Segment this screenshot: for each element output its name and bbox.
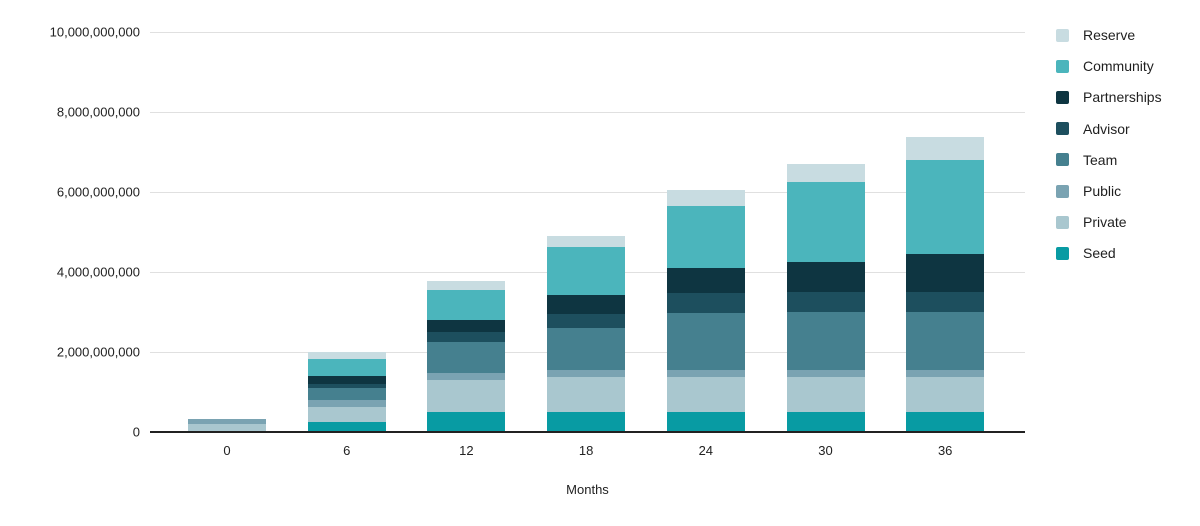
x-tick-label: 12 (459, 443, 474, 458)
gridline (150, 192, 1025, 193)
bar-segment-private[interactable] (666, 377, 745, 412)
legend-label: Community (1083, 58, 1154, 75)
legend-label: Public (1083, 183, 1122, 199)
legend-item-reserve[interactable]: Reserve (1056, 27, 1135, 43)
bar-segment-private[interactable] (906, 377, 985, 412)
legend-label: Team (1083, 151, 1118, 168)
bar-segment-advisor[interactable] (307, 384, 386, 388)
bar-segment-team[interactable] (547, 328, 626, 370)
bar-segment-public[interactable] (547, 370, 626, 377)
bar-segment-advisor[interactable] (666, 293, 745, 313)
bar-segment-seed[interactable] (786, 412, 865, 432)
bar-segment-partnerships[interactable] (906, 254, 985, 292)
bar-segment-reserve[interactable] (427, 281, 506, 290)
legend-item-advisor[interactable]: Advisor (1056, 121, 1130, 137)
legend-swatch-public (1056, 184, 1069, 198)
bar-segment-seed[interactable] (906, 412, 985, 432)
legend-item-team[interactable]: Team (1056, 152, 1117, 168)
bar-segment-team[interactable] (906, 312, 985, 370)
bar-segment-seed[interactable] (307, 422, 386, 432)
bar-segment-seed[interactable] (547, 412, 626, 432)
legend-swatch-partnerships (1056, 90, 1069, 104)
legend-item-public[interactable]: Public (1056, 183, 1121, 199)
bar-segment-public[interactable] (188, 419, 266, 424)
bar-segment-private[interactable] (786, 377, 865, 412)
x-tick-label: 18 (578, 443, 594, 458)
y-tick-label: 6,000,000,000 (56, 184, 140, 200)
gridline (150, 32, 1025, 33)
x-tick-label: 0 (223, 443, 231, 458)
bar-segment-community[interactable] (666, 206, 745, 268)
bar-segment-seed[interactable] (427, 412, 506, 432)
legend-item-private[interactable]: Private (1056, 214, 1127, 230)
bar-segment-private[interactable] (307, 407, 386, 422)
legend-swatch-reserve (1056, 28, 1069, 42)
y-tick-label: 2,000,000,000 (56, 344, 140, 360)
bar-segment-team[interactable] (307, 388, 386, 400)
bar-segment-partnerships[interactable] (427, 320, 506, 332)
legend-label: Seed (1083, 245, 1116, 262)
legend-item-partnerships[interactable]: Partnerships (1056, 89, 1162, 105)
gridline (150, 112, 1025, 113)
x-axis-baseline (150, 430, 1025, 433)
bar-segment-private[interactable] (547, 377, 626, 412)
bar-segment-advisor[interactable] (547, 314, 626, 328)
bar-segment-reserve[interactable] (547, 236, 626, 247)
x-axis-title: Months (566, 482, 609, 497)
y-tick-label: 4,000,000,000 (56, 264, 140, 280)
bar-segment-team[interactable] (786, 312, 865, 370)
bar-segment-advisor[interactable] (906, 292, 985, 312)
legend-label: Reserve (1083, 27, 1136, 43)
bar-segment-community[interactable] (786, 182, 865, 262)
bar-segment-community[interactable] (307, 359, 386, 376)
bar-segment-team[interactable] (666, 313, 745, 370)
bar-segment-advisor[interactable] (427, 332, 506, 342)
legend-swatch-team (1056, 153, 1069, 167)
bar-segment-public[interactable] (666, 370, 745, 377)
x-tick-label: 6 (343, 443, 351, 458)
legend-swatch-private (1056, 215, 1069, 229)
legend-swatch-advisor (1056, 122, 1069, 136)
y-tick-label: 8,000,000,000 (56, 104, 140, 120)
bar-segment-reserve[interactable] (906, 137, 985, 160)
bar-segment-community[interactable] (547, 247, 626, 295)
bar-segment-reserve[interactable] (307, 352, 386, 359)
bar-segment-public[interactable] (307, 400, 386, 407)
bar-segment-public[interactable] (786, 370, 865, 377)
bar-segment-public[interactable] (427, 373, 506, 380)
legend-swatch-community (1056, 59, 1069, 73)
legend-label: Partnerships (1083, 89, 1162, 106)
x-tick-label: 30 (818, 443, 833, 458)
legend-item-seed[interactable]: Seed (1056, 245, 1116, 261)
bar-segment-private[interactable] (427, 380, 506, 412)
bar-segment-public[interactable] (906, 370, 985, 377)
bar-segment-partnerships[interactable] (666, 268, 745, 293)
y-tick-label: 10,000,000,000 (49, 24, 140, 40)
bar-segment-advisor[interactable] (786, 292, 865, 312)
bar-segment-reserve[interactable] (786, 164, 865, 182)
x-tick-label: 24 (698, 443, 714, 458)
bar-segment-partnerships[interactable] (547, 295, 626, 314)
legend-swatch-seed (1056, 246, 1069, 260)
bar-segment-partnerships[interactable] (786, 262, 865, 292)
bar-segment-community[interactable] (427, 290, 506, 320)
legend-label: Private (1083, 214, 1127, 231)
bar-segment-private[interactable] (188, 424, 266, 432)
x-tick-label: 36 (937, 443, 953, 458)
legend-label: Advisor (1083, 120, 1130, 137)
bar-segment-reserve[interactable] (666, 190, 745, 206)
legend-item-community[interactable]: Community (1056, 58, 1154, 74)
bar-segment-community[interactable] (906, 160, 985, 254)
bar-segment-partnerships[interactable] (307, 376, 386, 384)
y-tick-label: 0 (132, 424, 140, 440)
bar-segment-seed[interactable] (666, 412, 745, 432)
bar-segment-team[interactable] (427, 342, 506, 373)
